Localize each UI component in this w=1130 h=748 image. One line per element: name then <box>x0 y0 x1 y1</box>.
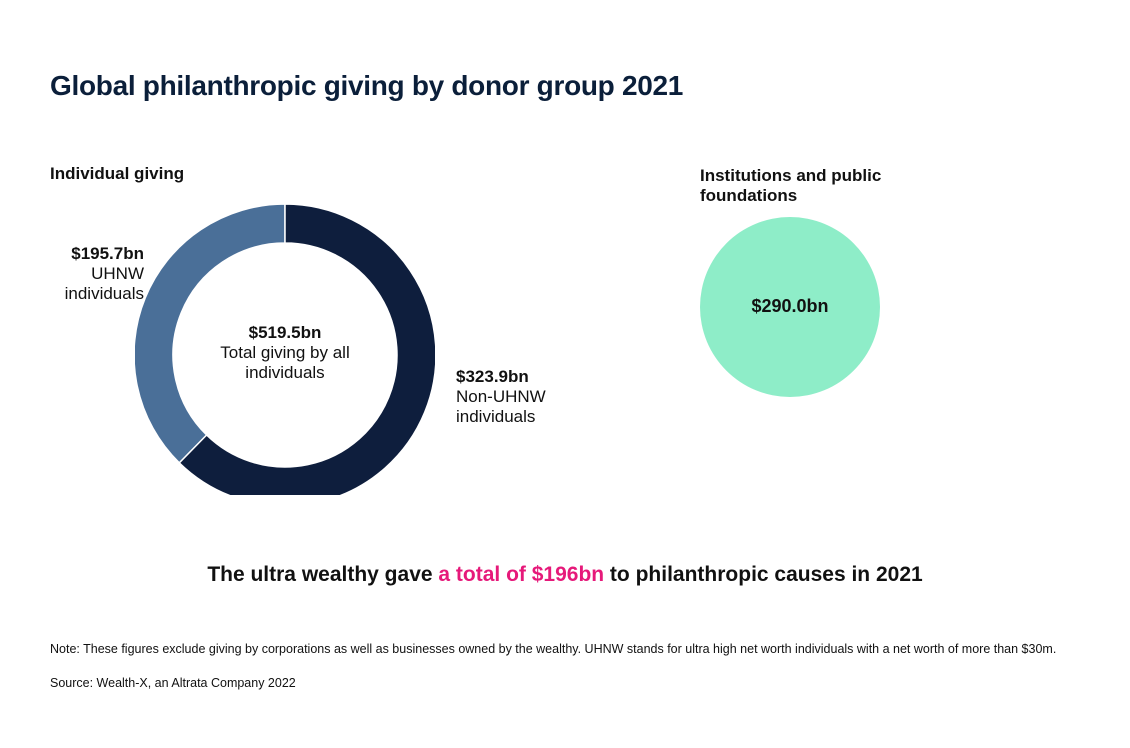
non-uhnw-slice-label: $323.9bn Non-UHNW individuals <box>456 367 596 427</box>
headline-prefix: The ultra wealthy gave <box>207 563 439 586</box>
headline-highlight: a total of $196bn <box>438 563 605 586</box>
headline-suffix: to philanthropic causes in 2021 <box>604 563 923 586</box>
chart-title: Global philanthropic giving by donor gro… <box>50 70 684 101</box>
individual-giving-donut-chart <box>135 203 435 495</box>
uhnw-slice-label: $195.7bn UHNW individuals <box>40 244 144 304</box>
non-uhnw-value: $323.9bn <box>456 367 529 386</box>
source-note: Source: Wealth-X, an Altrata Company 202… <box>50 676 296 690</box>
uhnw-value: $195.7bn <box>71 244 144 263</box>
uhnw-caption: UHNW individuals <box>64 264 144 303</box>
footnote: Note: These figures exclude giving by co… <box>50 642 1057 656</box>
headline: The ultra wealthy gave a total of $196bn… <box>0 563 1130 587</box>
non-uhnw-caption: Non-UHNW individuals <box>456 387 546 426</box>
institutions-label: Institutions and public foundations <box>700 166 882 205</box>
total-individual-value: $519.5bn <box>248 323 322 342</box>
institutions-bubble-chart <box>700 217 880 397</box>
institutions-value: $290.0bn <box>751 296 829 316</box>
institutions-bubble <box>700 217 880 397</box>
donut-center-label: $519.5bn Total giving by all individuals <box>215 323 355 383</box>
total-individual-caption: Total giving by all individuals <box>220 343 350 382</box>
non-uhnw-slice <box>178 203 435 495</box>
individual-giving-label: Individual giving <box>50 164 185 183</box>
